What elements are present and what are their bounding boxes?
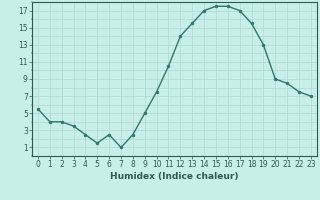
X-axis label: Humidex (Indice chaleur): Humidex (Indice chaleur) xyxy=(110,172,239,181)
